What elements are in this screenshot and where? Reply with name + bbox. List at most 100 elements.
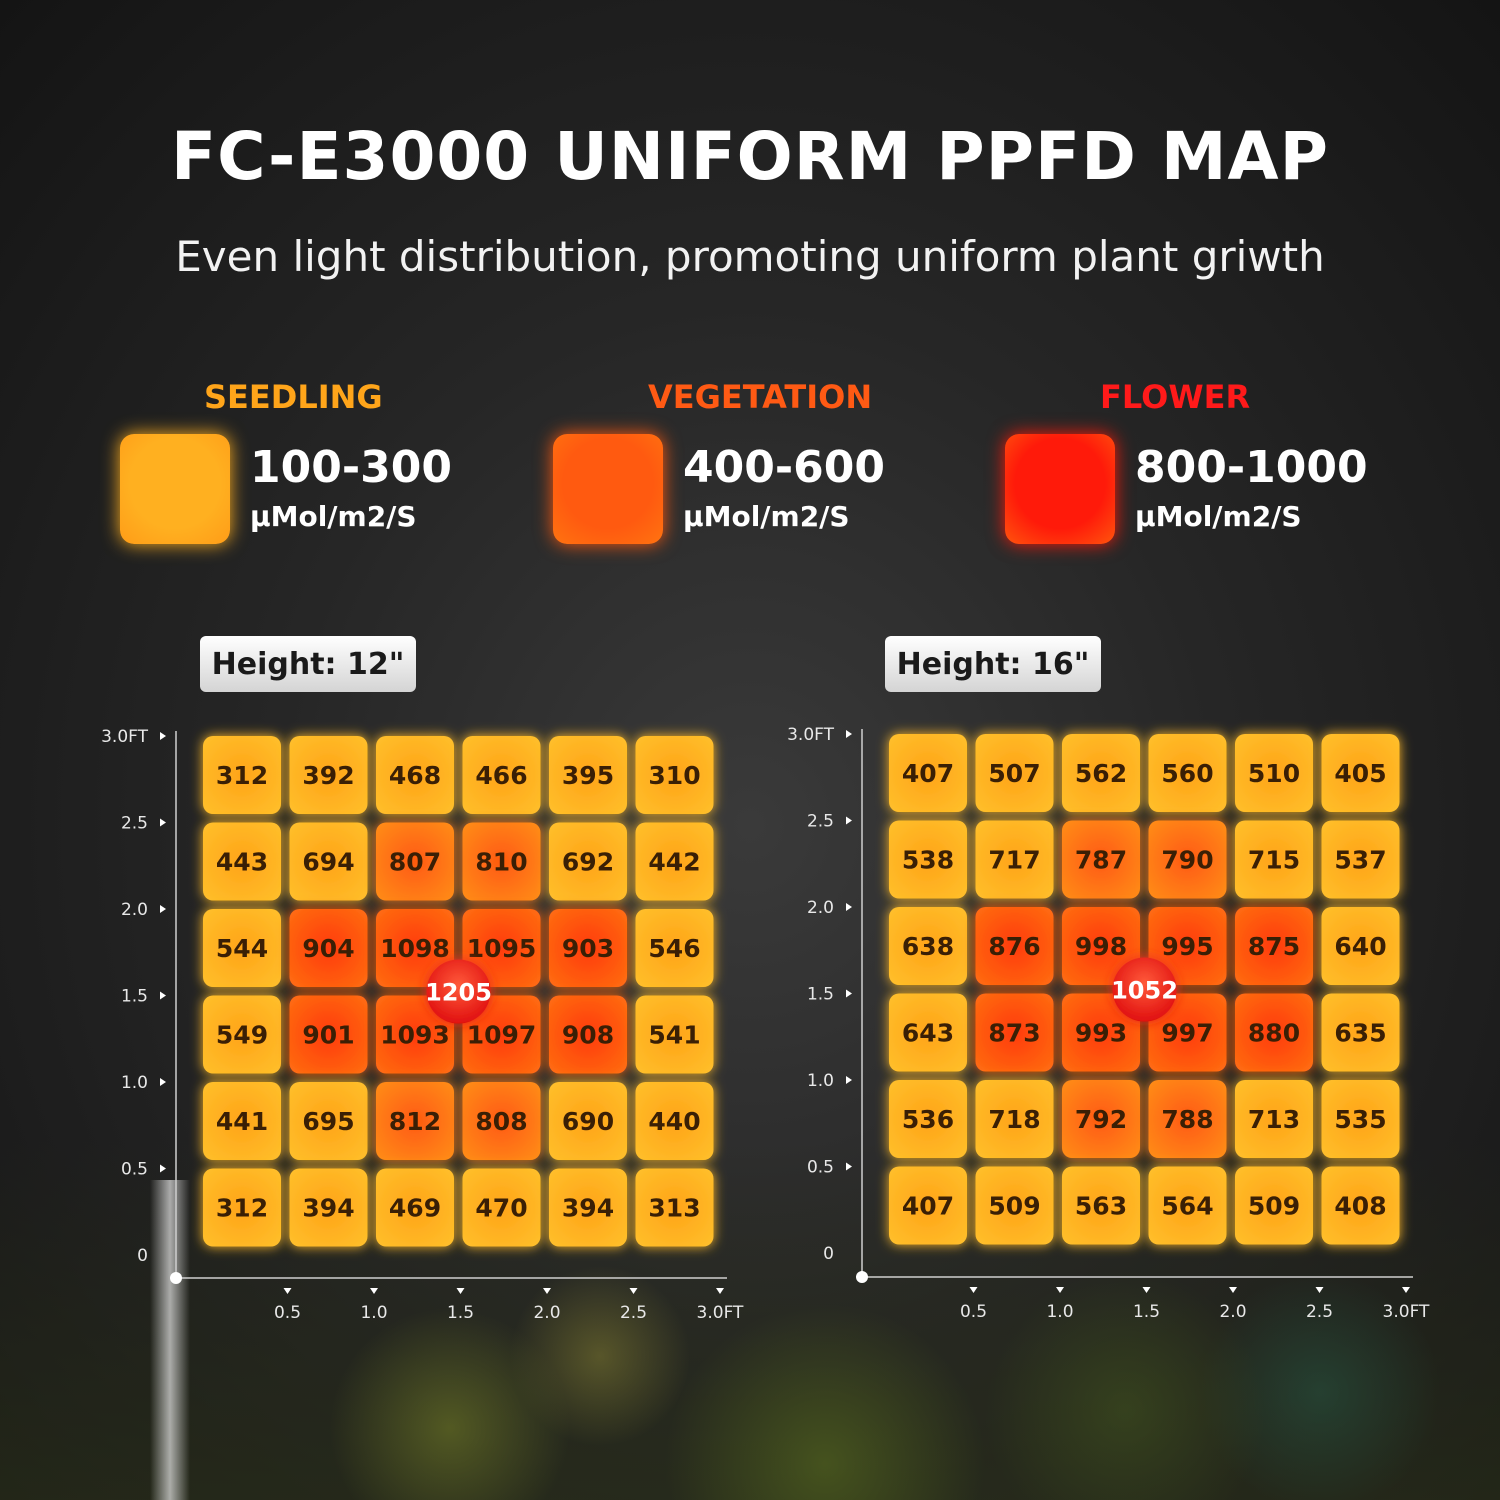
y-tick-arrow [846, 1076, 852, 1084]
heatmap-cell [1148, 993, 1227, 1072]
heatmap-cell-value: 470 [475, 1194, 527, 1223]
heatmap-cell-value: 538 [902, 846, 954, 875]
x-tick-label: 1.5 [447, 1303, 474, 1323]
heatmap-cell-value: 812 [389, 1107, 441, 1136]
heatmap-cell [376, 909, 454, 987]
heatmap-cell-value: 510 [1248, 759, 1300, 788]
heatmap-cell [889, 907, 967, 985]
heatmap-cell-value: 440 [648, 1107, 700, 1136]
heatmap-cell-value: 469 [389, 1194, 441, 1223]
heatmap-cell [975, 993, 1054, 1072]
heatmap-cell [635, 1168, 714, 1247]
heatmap-cell-value: 507 [988, 759, 1040, 788]
heatmap-cell-value: 468 [389, 761, 441, 790]
x-tick-label: 2.5 [1306, 1302, 1333, 1322]
heatmap-cell [1235, 1080, 1313, 1158]
y-tick-arrow [160, 1164, 166, 1173]
heatmap-cell-value: 713 [1248, 1105, 1300, 1134]
heatmap-cell-value: 1095 [467, 934, 537, 963]
heatmap-cell-value: 395 [562, 761, 614, 790]
legend-swatch-flower [1005, 434, 1115, 544]
x-tick-arrow [543, 1288, 551, 1294]
y-tick-arrow [846, 730, 852, 738]
height-badge-16: Height: 16" [885, 636, 1101, 692]
y-tick-label: 1.0 [807, 1071, 834, 1091]
heatmap-cell-value: 717 [988, 846, 1040, 875]
heatmap-cell-value: 876 [988, 932, 1040, 961]
heatmap-cell [1148, 1166, 1227, 1245]
y-tick-label: 3.0FT [101, 727, 149, 747]
heatmap-cell-value: 875 [1248, 932, 1300, 961]
y-tick-arrow [160, 818, 166, 827]
x-tick-arrow [969, 1287, 978, 1293]
x-tick-label: 0.5 [274, 1303, 301, 1323]
legend-label: SEEDLING [204, 378, 383, 416]
y-tick-label: 0 [823, 1244, 834, 1264]
heatmap-cell-value: 904 [302, 934, 354, 963]
heatmap-cell [549, 1082, 627, 1160]
page-title: FC-E3000 UNIFORM PPFD MAP [171, 118, 1329, 195]
heatmap-cell-value: 695 [302, 1107, 354, 1136]
heatmap-cell [1062, 1166, 1140, 1245]
heatmap-cell [376, 822, 454, 901]
heatmap-cell-value: 908 [562, 1021, 614, 1050]
heatmap-cell-value: 509 [988, 1192, 1040, 1221]
heatmap-cell-value: 718 [988, 1105, 1040, 1134]
peak-value: 1052 [1111, 977, 1178, 1005]
heatmap-cell [1062, 907, 1140, 985]
heatmap-cell [1321, 734, 1400, 812]
heatmap-cell [289, 736, 368, 814]
heatmap-cell-value: 442 [648, 848, 700, 877]
legend-label: FLOWER [1100, 378, 1251, 416]
heatmap-cell-value: 313 [648, 1194, 700, 1223]
heatmap-cell-value: 466 [475, 761, 527, 790]
x-tick-arrow [1142, 1287, 1151, 1293]
y-tick-label: 0.5 [807, 1158, 834, 1178]
heatmap-cell-value: 405 [1334, 759, 1386, 788]
heatmap-cell-value: 537 [1334, 846, 1386, 875]
heatmap-cell-value: 560 [1161, 759, 1213, 788]
heatmap-cell [889, 993, 967, 1072]
heatmap-cell-value: 901 [302, 1021, 354, 1050]
heatmap-cell [549, 995, 627, 1074]
heatmap-cell [635, 736, 714, 814]
heatmap-cell [889, 1166, 967, 1245]
x-tick-arrow [1315, 1287, 1324, 1293]
heatmap-cell-value: 407 [902, 759, 954, 788]
y-tick-label: 2.5 [121, 814, 148, 834]
heatmap-cell-value: 880 [1248, 1019, 1300, 1048]
heatmap-cell [635, 822, 714, 901]
heatmap-cell-value: 638 [902, 932, 954, 961]
height-badge-12: Height: 12" [200, 636, 416, 692]
heatmap-cell [1148, 907, 1227, 985]
heatmap-cell [462, 1168, 541, 1247]
heatmap-cell [1321, 820, 1400, 899]
heatmap-cell-value: 562 [1075, 759, 1127, 788]
heatmap-cell [376, 995, 454, 1074]
heatmap-cell [975, 734, 1054, 812]
heatmap-cell [889, 734, 967, 812]
heatmap-cell [1235, 907, 1313, 985]
heatmap-cell [975, 1166, 1054, 1245]
heatmap-cell [1235, 734, 1313, 812]
heatmap-cell [376, 1082, 454, 1160]
background-light-bar [150, 1180, 190, 1500]
y-tick-arrow [846, 903, 852, 911]
heatmap-cell [203, 736, 281, 814]
legend-unit: μMol/m2/S [250, 500, 417, 533]
ppfd-map-height-16: 3.0FT 2.5 2.0 1.5 1.0 0.5 0 0.5 1.0 1.5 2.0 2.5 3.0F… [787, 725, 1430, 1322]
heatmap-cell-value: 407 [902, 1192, 954, 1221]
heatmap-cell-value: 536 [902, 1105, 954, 1134]
peak-marker [1112, 957, 1177, 1022]
legend-swatch-seedling [120, 434, 230, 544]
heatmap-cell [889, 820, 967, 899]
heatmap-cell-value: 903 [562, 934, 614, 963]
heatmap-cell [1235, 820, 1313, 899]
heatmap-cell-value: 549 [216, 1021, 268, 1050]
heatmap-cell-value: 394 [302, 1194, 354, 1223]
heatmap-cell [1062, 993, 1140, 1072]
heatmap-cell [203, 995, 281, 1074]
peak-marker [426, 959, 491, 1024]
heatmap-cell-value: 692 [562, 848, 614, 877]
heatmap-cell [462, 909, 541, 987]
